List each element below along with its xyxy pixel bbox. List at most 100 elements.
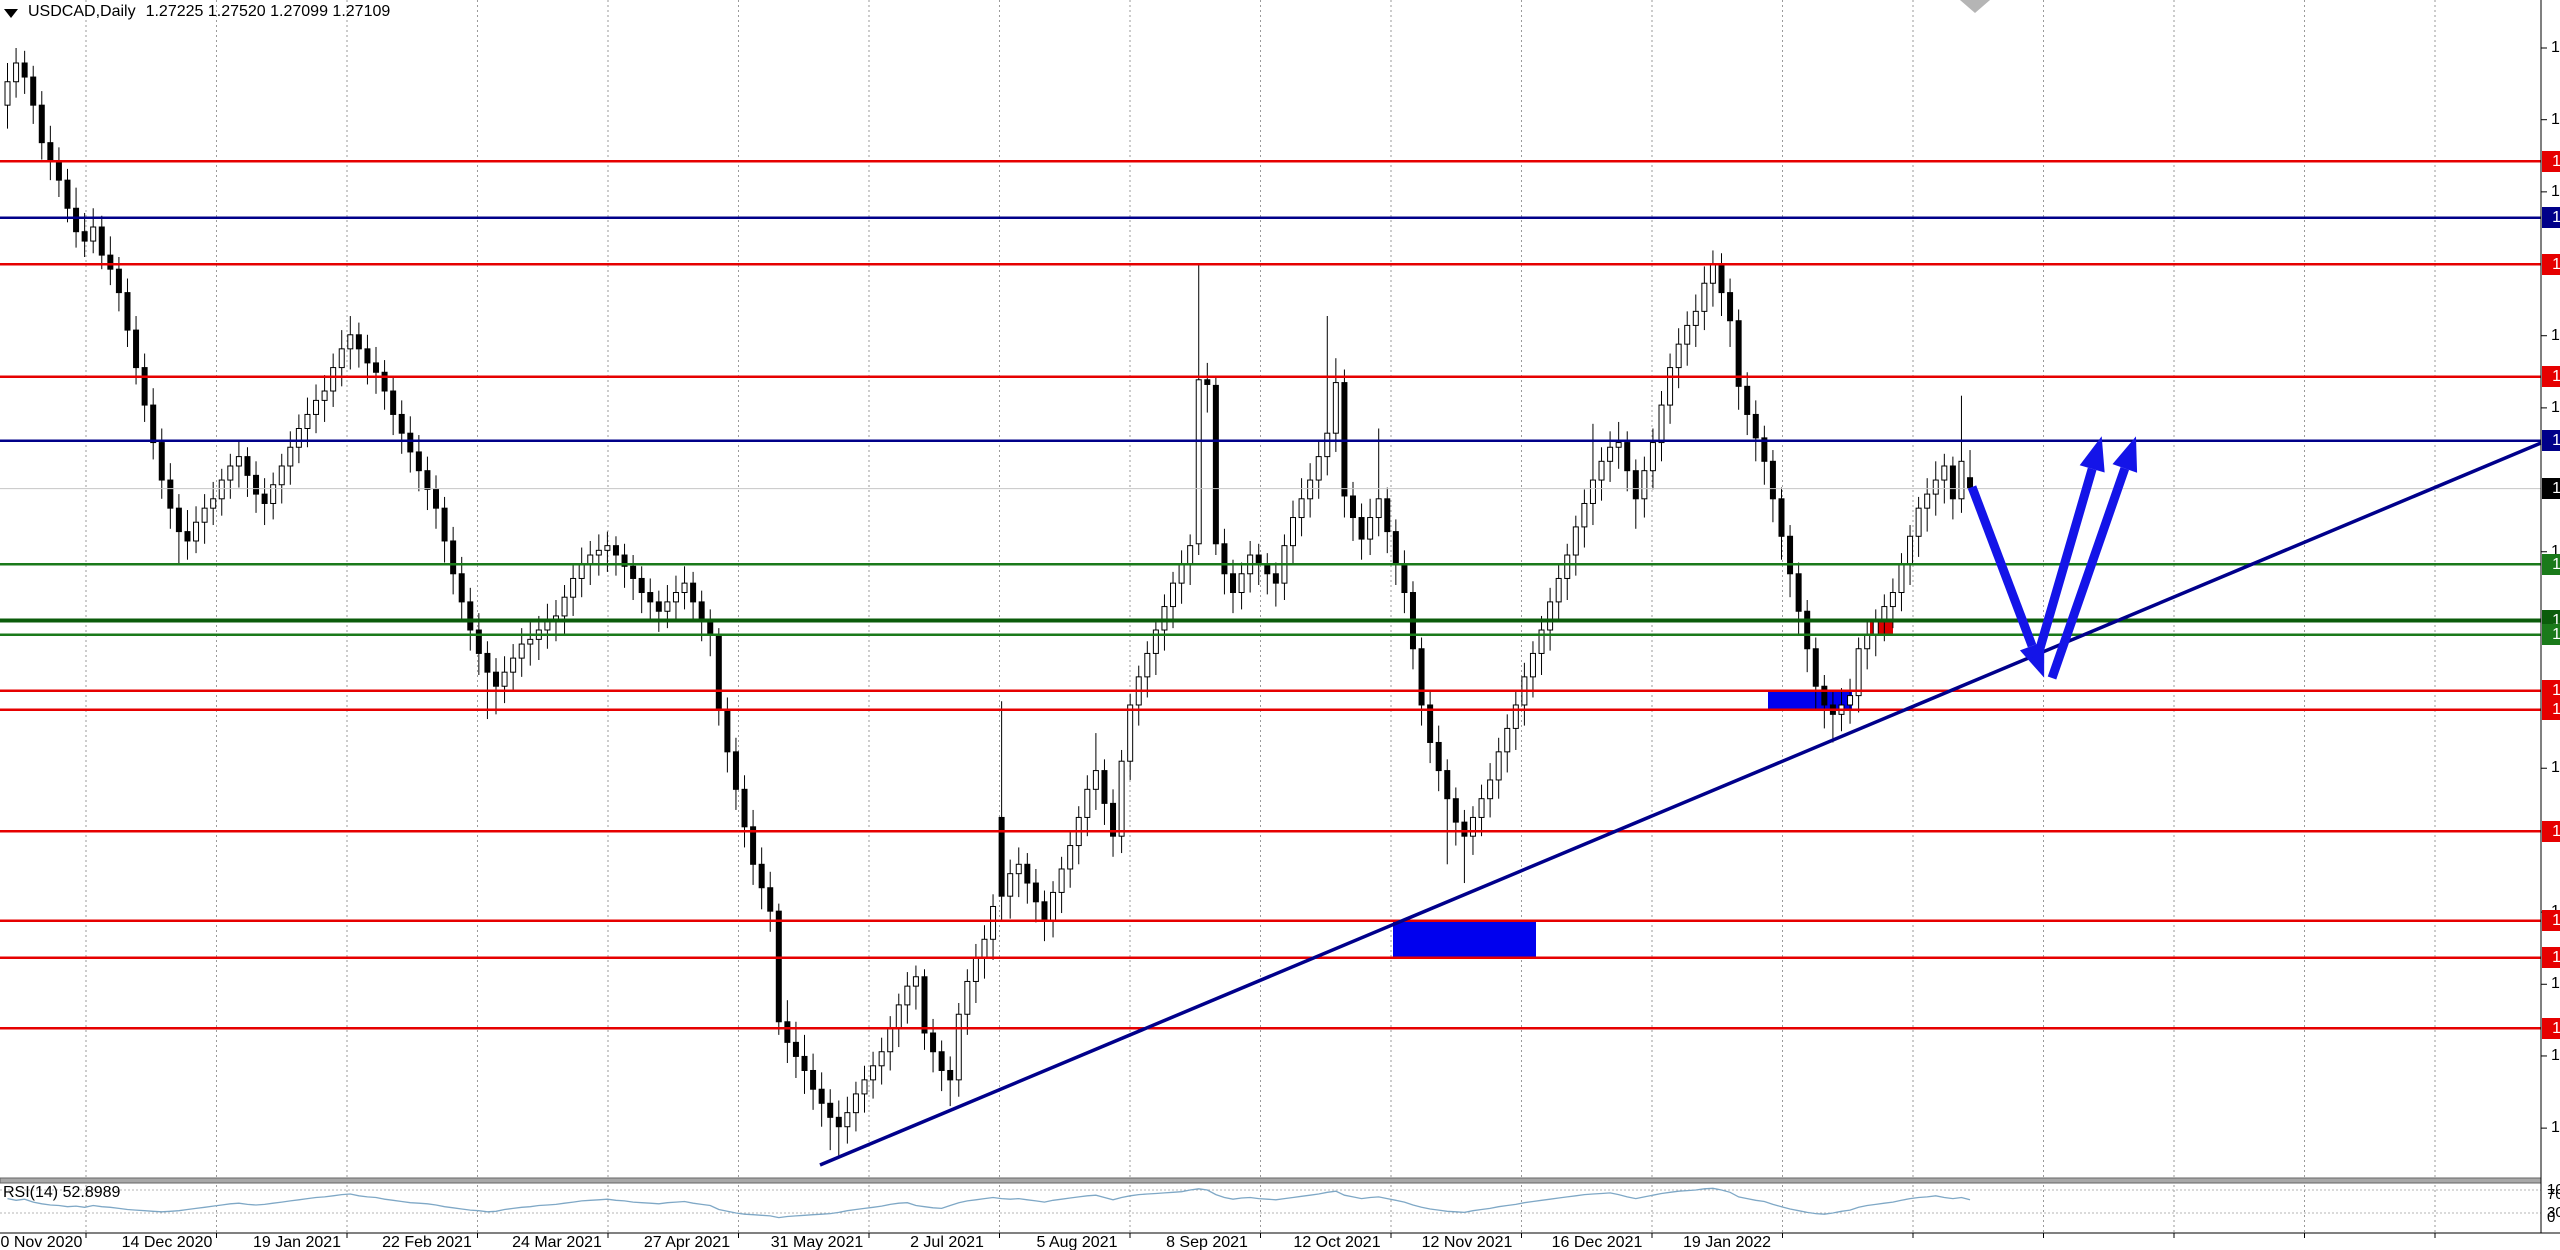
- candle-bullish: [1324, 432, 1331, 458]
- price-tick-label: 1.21055: [2551, 1046, 2560, 1064]
- candle-bullish: [295, 428, 302, 448]
- candle-bullish: [1701, 282, 1708, 312]
- zone-box[interactable]: [1393, 920, 1536, 958]
- candle-bullish: [1864, 634, 1871, 650]
- arrow-shaft[interactable]: [2047, 466, 2130, 680]
- candle-bullish: [912, 976, 919, 987]
- candle-bullish: [1127, 704, 1134, 762]
- candle-bearish: [998, 816, 1005, 897]
- date-label: 31 May 2021: [770, 1234, 864, 1250]
- candle-bearish: [732, 751, 739, 790]
- candle-bearish: [158, 442, 165, 481]
- candle-bullish: [870, 1065, 877, 1081]
- candle-bullish: [1067, 845, 1074, 870]
- date-label: 10 Nov 2020: [0, 1234, 83, 1250]
- candle-bearish: [947, 1069, 954, 1081]
- candle-bearish: [921, 976, 928, 1034]
- rsi-scale-label: 70: [2547, 1186, 2560, 1203]
- rsi-scale-label: 0: [2547, 1209, 2556, 1226]
- candle-bearish: [715, 634, 722, 711]
- candle-bearish: [1024, 863, 1031, 884]
- candle-bearish: [38, 104, 45, 144]
- date-label: 12 Oct 2021: [1293, 1234, 1381, 1250]
- candle-bearish: [1272, 573, 1279, 584]
- candle-bearish: [492, 671, 499, 687]
- candle-bearish: [612, 545, 619, 556]
- candle-bullish: [904, 985, 911, 1006]
- candle-bearish: [647, 592, 654, 603]
- candle-bullish: [664, 601, 671, 612]
- candle-bullish: [595, 549, 602, 556]
- candle-bullish: [1178, 563, 1185, 584]
- candle-bearish: [724, 709, 731, 753]
- date-label: 8 Sep 2021: [1166, 1234, 1248, 1250]
- rsi-indicator-label: RSI(14) 52.8989: [3, 1184, 121, 1201]
- candle-bearish: [827, 1102, 834, 1118]
- candle-bearish: [930, 1032, 937, 1053]
- candle-bullish: [578, 563, 585, 579]
- candle-bullish: [1118, 760, 1125, 837]
- trendline[interactable]: [819, 441, 2542, 1167]
- candle-bullish: [1469, 816, 1476, 837]
- candle-bullish: [321, 390, 328, 401]
- date-label: 22 Feb 2021: [382, 1234, 472, 1250]
- candle-bullish: [1015, 863, 1022, 875]
- candle-bullish: [1847, 695, 1854, 706]
- candle-bearish: [55, 160, 62, 181]
- candle-bearish: [424, 470, 431, 490]
- arrow-shaft[interactable]: [2031, 467, 2097, 664]
- price-tick-label: 1.26435: [2551, 542, 2560, 560]
- candle-bullish: [844, 1112, 851, 1128]
- candle-bullish: [981, 938, 988, 959]
- candle-bullish: [861, 1079, 868, 1095]
- candle-bullish: [278, 465, 285, 486]
- arrow-up-head[interactable]: [2112, 436, 2138, 473]
- panel-splitter[interactable]: [0, 1177, 2542, 1184]
- candle-bearish: [1778, 498, 1785, 537]
- candle-bullish: [1187, 545, 1194, 565]
- candle-bearish: [407, 432, 414, 453]
- chart-shift-marker-icon[interactable]: [1960, 0, 1990, 13]
- candle-bearish: [261, 493, 268, 504]
- drawn-arrows[interactable]: [1967, 436, 2138, 680]
- candle-bullish: [561, 596, 568, 617]
- candle-bearish: [1341, 382, 1348, 497]
- candle-bearish: [175, 507, 182, 533]
- candle-bearish: [818, 1088, 825, 1104]
- date-label: 27 Apr 2021: [643, 1234, 731, 1250]
- candle-bearish: [638, 577, 645, 594]
- zone-rectangles[interactable]: [1393, 620, 1893, 958]
- candle-bullish: [501, 671, 508, 687]
- candle-bullish: [604, 545, 611, 551]
- support-resistance-lines[interactable]: [0, 160, 2541, 1030]
- candle-bearish: [73, 207, 80, 233]
- candle-bullish: [218, 479, 225, 500]
- candle-bullish: [347, 334, 354, 350]
- candle-bearish: [253, 474, 260, 495]
- candle-bearish: [621, 554, 628, 567]
- candle-bullish: [1367, 517, 1374, 540]
- candle-bullish: [13, 62, 20, 83]
- arrow-shaft[interactable]: [1967, 485, 2037, 648]
- candlesticks: [4, 48, 1974, 1157]
- candle-bearish: [1230, 573, 1237, 594]
- candle-bullish: [1058, 868, 1065, 893]
- symbol-collapse-icon[interactable]: [4, 8, 18, 18]
- candle-bullish: [878, 1051, 885, 1067]
- candle-bullish: [1195, 379, 1202, 545]
- candle-bearish: [1461, 821, 1468, 837]
- candle-bearish: [458, 573, 465, 603]
- candle-bullish: [1924, 493, 1931, 509]
- candle-bearish: [1795, 573, 1802, 612]
- arrow-up-head[interactable]: [2079, 436, 2105, 473]
- candle-bullish: [1547, 601, 1554, 631]
- price-badge-1.24950: 1.24950: [2542, 680, 2560, 702]
- price-tick-label: 1.28740: [2551, 326, 2560, 344]
- price-tick-label: 1.21820: [2551, 975, 2560, 993]
- candle-bullish: [1487, 779, 1494, 800]
- candle-bearish: [1384, 498, 1391, 533]
- candle-bullish: [1581, 502, 1588, 528]
- candle-bullish: [972, 957, 979, 982]
- candle-bearish: [690, 582, 697, 603]
